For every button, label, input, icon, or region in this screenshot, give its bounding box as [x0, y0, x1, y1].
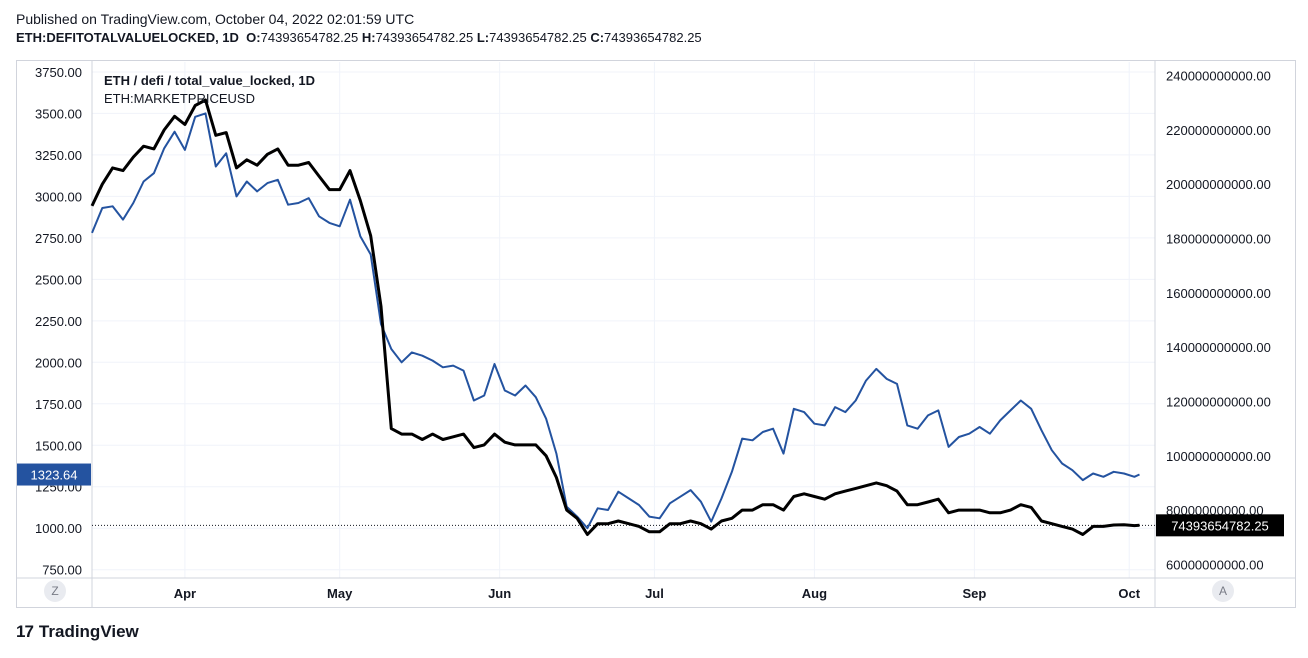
- left-axis-tick-label: 1000.00: [35, 521, 82, 536]
- left-axis-tick-label: 1500.00: [35, 438, 82, 453]
- open-label: O:: [246, 30, 261, 45]
- series-eth-market-price: [91, 112, 1140, 530]
- low-value: 74393654782.25: [489, 30, 587, 45]
- left-axis-tick-label: 750.00: [42, 563, 82, 578]
- x-axis-tick-label: Jul: [645, 586, 664, 601]
- high-label: H:: [361, 30, 376, 45]
- left-axis-tick-label: 3250.00: [35, 148, 82, 163]
- x-axis: Apr May Jun Jul Aug Sep Oct: [174, 586, 1141, 601]
- last-value-badges: 1323.64 74393654782.25: [17, 463, 1284, 537]
- left-axis-tick-label: 3750.00: [35, 65, 82, 80]
- tradingview-logo-icon: 17: [16, 622, 34, 641]
- left-axis-tick-label: 2500.00: [35, 272, 82, 287]
- x-axis-tick-label: Oct: [1118, 586, 1140, 601]
- zoom-reset-button[interactable]: Z: [44, 580, 66, 602]
- left-axis-tick-label: 3000.00: [35, 189, 82, 204]
- left-axis-tick-label: 2250.00: [35, 314, 82, 329]
- left-axis-tick-label: 2750.00: [35, 231, 82, 246]
- footer-brand[interactable]: 17 TradingView: [16, 622, 139, 642]
- x-axis-tick-label: May: [327, 586, 353, 601]
- right-axis-tick-label: 120000000000.00: [1166, 394, 1271, 409]
- legend-subtitle: ETH:MARKETPRICEUSD: [104, 91, 255, 106]
- last-price-badge: [17, 463, 91, 486]
- tradingview-brand-text: TradingView: [38, 622, 139, 641]
- plot-lines: [90, 98, 1155, 536]
- low-label: L:: [476, 30, 490, 45]
- left-axis-tick-label: 2000.00: [35, 355, 82, 370]
- open-value: 74393654782.25: [260, 30, 359, 45]
- last-price-badge-label: 1323.64: [31, 468, 78, 483]
- right-axis-tick-label: 100000000000.00: [1166, 449, 1271, 464]
- right-axis-tick-label: 240000000000.00: [1166, 69, 1271, 84]
- ohlc-line: ETH:DEFITOTALVALUELOCKED, 1D O:743936547…: [16, 29, 702, 47]
- series-defi-total-value-locked: [90, 98, 1140, 536]
- left-axis-tick-label: 3500.00: [35, 106, 82, 121]
- high-value: 74393654782.25: [375, 30, 474, 45]
- legend-title: ETH / defi / total_value_locked, 1D: [104, 73, 315, 88]
- chart-frame: [16, 60, 1296, 608]
- last-tvl-badge-label: 74393654782.25: [1171, 518, 1269, 533]
- close-value: 74393654782.25: [604, 30, 702, 45]
- chart-header: Published on TradingView.com, October 04…: [16, 10, 702, 47]
- x-axis-tick-label: Sep: [962, 586, 986, 601]
- x-axis-tick-label: Jun: [488, 586, 511, 601]
- right-axis-tick-label: 200000000000.00: [1166, 177, 1271, 192]
- close-label: C:: [590, 30, 605, 45]
- right-axis-tick-label: 160000000000.00: [1166, 286, 1271, 301]
- right-axis-tick-label: 140000000000.00: [1166, 340, 1271, 355]
- published-text: Published on TradingView.com, October 04…: [16, 11, 415, 27]
- left-axis-tick-label: 1750.00: [35, 397, 82, 412]
- right-axis: 240000000000.00 220000000000.00 2000000000…: [1166, 69, 1271, 573]
- symbol-label: ETH:DEFITOTALVALUELOCKED, 1D: [16, 30, 239, 45]
- x-axis-tick-label: Aug: [802, 586, 827, 601]
- left-axis: 3750.00 3500.00 3250.00 3000.00 2750.00 2500.…: [35, 65, 82, 578]
- x-axis-tick-label: Apr: [174, 586, 196, 601]
- chart-legend: ETH / defi / total_value_locked, 1D ETH:…: [104, 72, 315, 108]
- right-axis-tick-label: 60000000000.00: [1166, 557, 1264, 572]
- grid: [16, 60, 1296, 607]
- last-tvl-badge: [1156, 514, 1284, 537]
- right-axis-tick-label: 220000000000.00: [1166, 123, 1271, 138]
- auto-scale-button[interactable]: A: [1212, 580, 1234, 602]
- right-axis-tick-label: 180000000000.00: [1166, 232, 1271, 247]
